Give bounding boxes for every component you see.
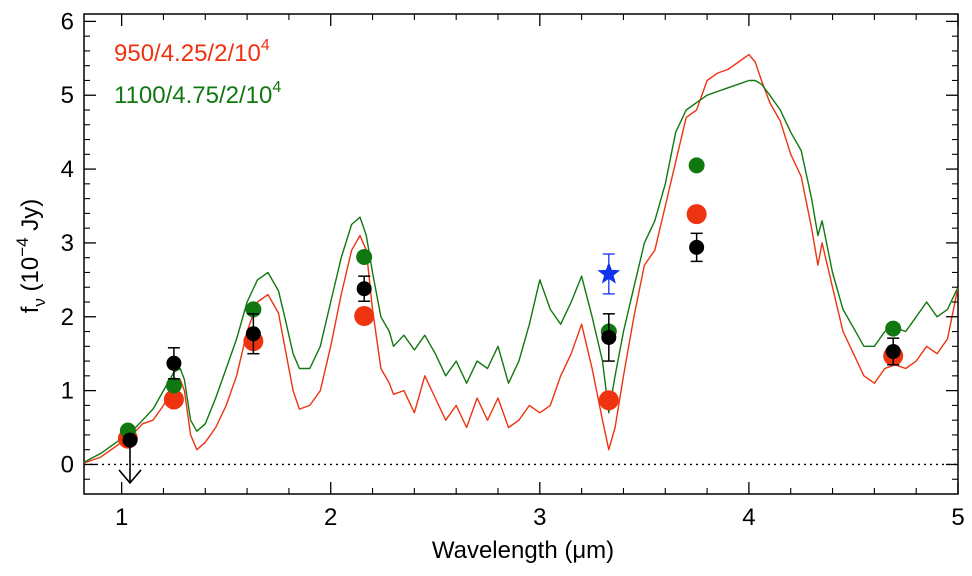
observed-photometry-points <box>166 232 901 380</box>
y-tick-label: 5 <box>61 82 74 109</box>
model-point-1 <box>163 389 184 410</box>
model-point-1 <box>354 306 375 327</box>
model-spectrum-line-2 <box>83 79 959 463</box>
star-icon <box>597 261 621 284</box>
y-tick-label: 4 <box>61 156 74 183</box>
observed-point <box>166 355 182 371</box>
observed-point <box>601 329 617 345</box>
y-tick-label: 1 <box>61 378 74 405</box>
special-markers <box>118 253 621 485</box>
observed-point <box>689 239 705 255</box>
legend-entry-2-label: 1100/4.75/2/10 <box>114 82 272 109</box>
model-point-1 <box>686 204 707 225</box>
legend-entry-1: 950/4.25/2/104 <box>114 37 270 67</box>
down-arrow-icon <box>118 469 142 485</box>
model-point-1 <box>598 390 619 411</box>
model-spectra <box>83 53 959 464</box>
x-tick-label: 3 <box>533 504 546 531</box>
model-point-2 <box>356 248 373 265</box>
observed-point <box>356 281 372 297</box>
x-tick-label: 5 <box>951 504 964 531</box>
y-axis-title: fν (10−4 Jy) <box>13 199 49 314</box>
plot-border <box>83 13 959 495</box>
legend-entry-1-label: 950/4.25/2/10 <box>114 40 261 67</box>
y-tick-label: 6 <box>61 8 74 35</box>
y-axis-title-main: f <box>17 306 44 313</box>
x-tick-label: 1 <box>115 504 128 531</box>
upper-limit-point <box>122 432 138 448</box>
legend-entry-2: 1100/4.75/2/104 <box>114 79 281 109</box>
y-tick-label: 0 <box>61 451 74 478</box>
x-tick-label: 2 <box>324 504 337 531</box>
y-axis-title-sub: ν <box>30 298 49 307</box>
model-point-2 <box>688 157 705 174</box>
y-tick-label: 3 <box>61 230 74 257</box>
y-axis-title-rest: (10 <box>17 257 44 298</box>
x-axis-title: Wavelength (μm) <box>432 537 614 564</box>
y-tick-label: 2 <box>61 304 74 331</box>
observed-point <box>885 343 901 359</box>
axis-ticks: 1 2 3 4 5 0 1 2 3 4 5 6 <box>61 8 965 531</box>
observed-point <box>245 326 261 342</box>
model-photometry-points <box>117 157 904 449</box>
plot-frame <box>83 13 959 495</box>
model-point-2 <box>885 320 902 337</box>
legend-entry-2-sup: 4 <box>272 79 281 96</box>
model-spectrum-line-1 <box>83 53 959 464</box>
y-axis-title-exp: −4 <box>13 237 32 256</box>
x-tick-label: 4 <box>742 504 755 531</box>
y-axis-title-unit: Jy) <box>17 199 44 238</box>
legend-entry-1-sup: 4 <box>261 37 270 54</box>
model-point-2 <box>165 377 182 394</box>
